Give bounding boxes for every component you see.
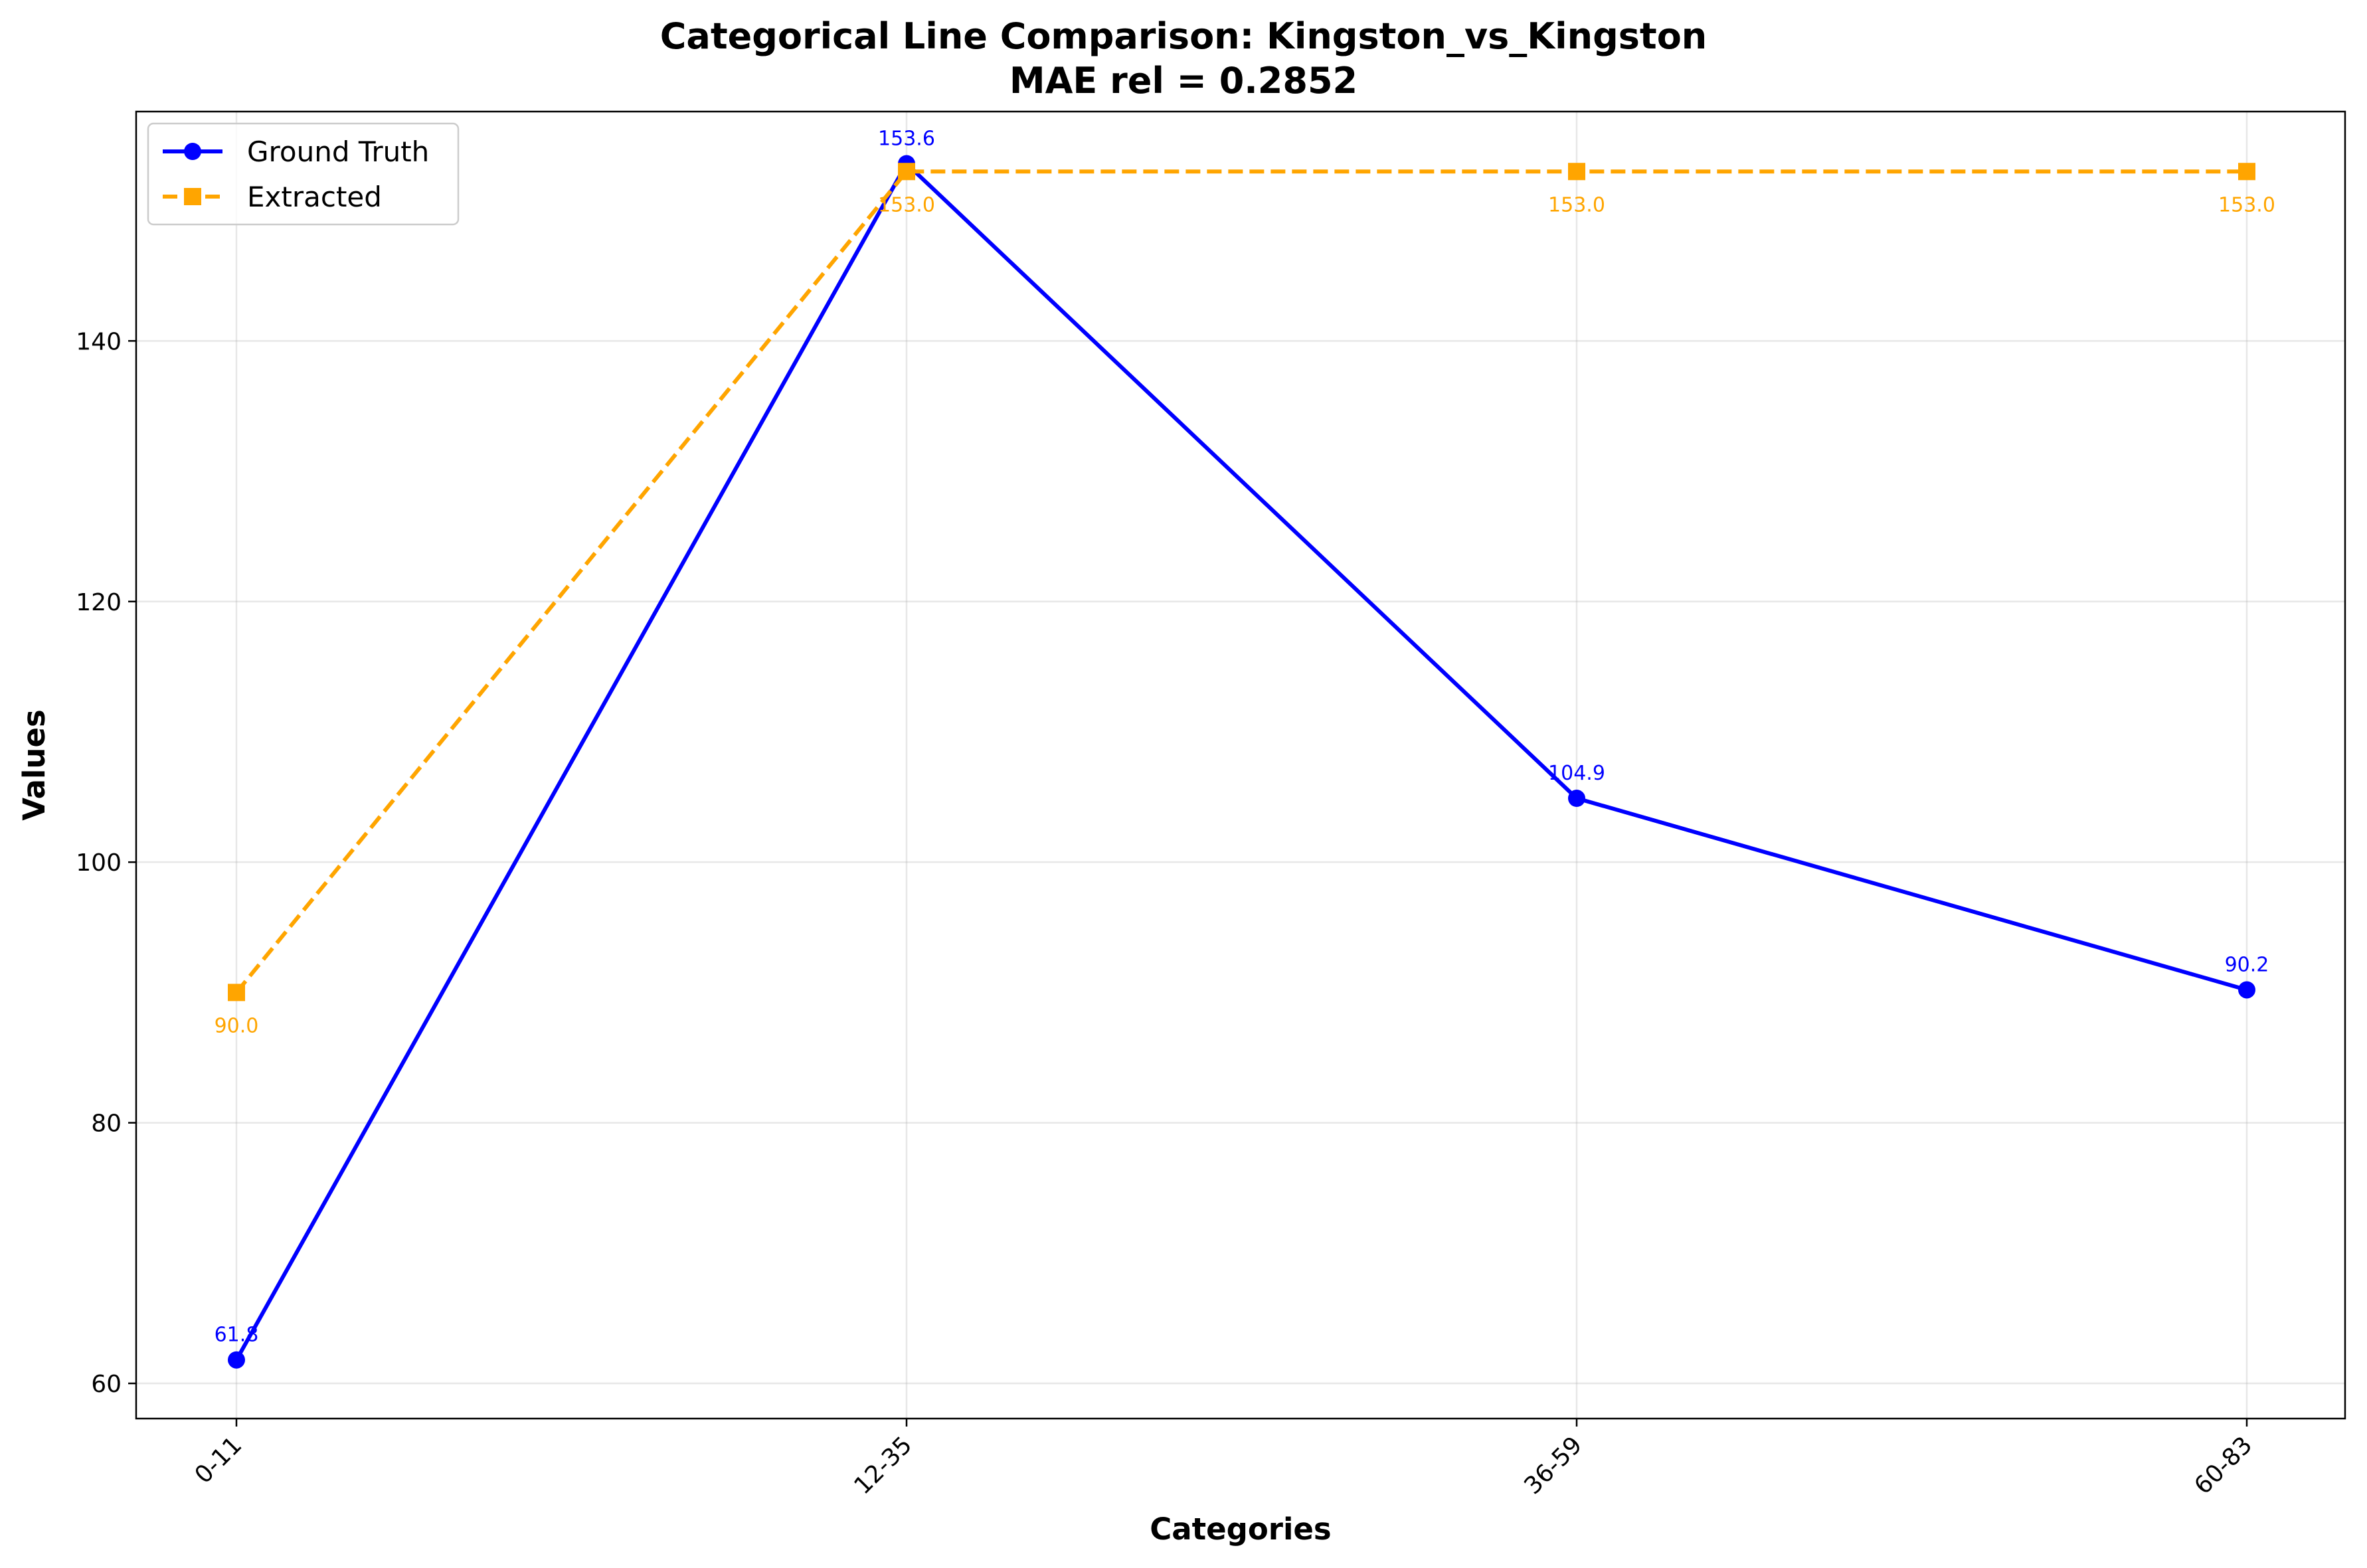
y-axis: 60 80 100 120 140 (76, 328, 136, 1398)
extracted-data-label: 90.0 (215, 1014, 259, 1037)
y-tick-label: 60 (91, 1371, 122, 1398)
plot-frame (135, 110, 2346, 1420)
series-layer (228, 155, 2255, 1369)
legend: Ground Truth Extracted (147, 122, 460, 226)
legend-ground-truth-label: Ground Truth (247, 135, 429, 168)
extracted-point (898, 163, 915, 181)
extracted-point (1568, 163, 1585, 181)
extracted-point (228, 984, 245, 1002)
ground-truth-point (1568, 790, 1585, 808)
legend-ground-truth-marker (184, 143, 201, 160)
legend-extracted-label: Extracted (247, 181, 382, 213)
data-label-layer: 61.8 153.6 104.9 90.2 90.0 153.0 153.0 153.0 (215, 127, 2275, 1346)
ground-truth-point (2238, 981, 2255, 999)
ground-truth-series-line (234, 161, 2247, 1361)
x-axis-label: Categories (1150, 1512, 1331, 1547)
grid (136, 112, 2345, 1419)
y-axis-label: Values (17, 709, 52, 821)
y-tick-label: 140 (76, 328, 122, 355)
legend-box (147, 122, 460, 226)
ground-truth-point (228, 1351, 245, 1369)
ground-truth-data-label: 61.8 (215, 1324, 259, 1347)
extracted-data-label: 153.0 (878, 193, 935, 217)
legend-extracted-marker (184, 188, 201, 205)
extracted-data-label: 153.0 (2218, 193, 2275, 217)
chart-subtitle: MAE rel = 0.2852 (1009, 60, 1358, 102)
extracted-data-label: 153.0 (1548, 193, 1605, 217)
ground-truth-data-label: 104.9 (1548, 762, 1605, 785)
extracted-point (2238, 163, 2255, 181)
y-tick-label: 100 (76, 849, 122, 877)
extracted-series-line (234, 169, 2247, 994)
ground-truth-data-label: 90.2 (2225, 953, 2269, 976)
y-tick-label: 80 (91, 1110, 122, 1138)
ground-truth-data-label: 153.6 (878, 127, 935, 150)
chart-title: Categorical Line Comparison: Kingston_vs… (660, 15, 1708, 57)
y-tick-label: 120 (76, 589, 122, 616)
